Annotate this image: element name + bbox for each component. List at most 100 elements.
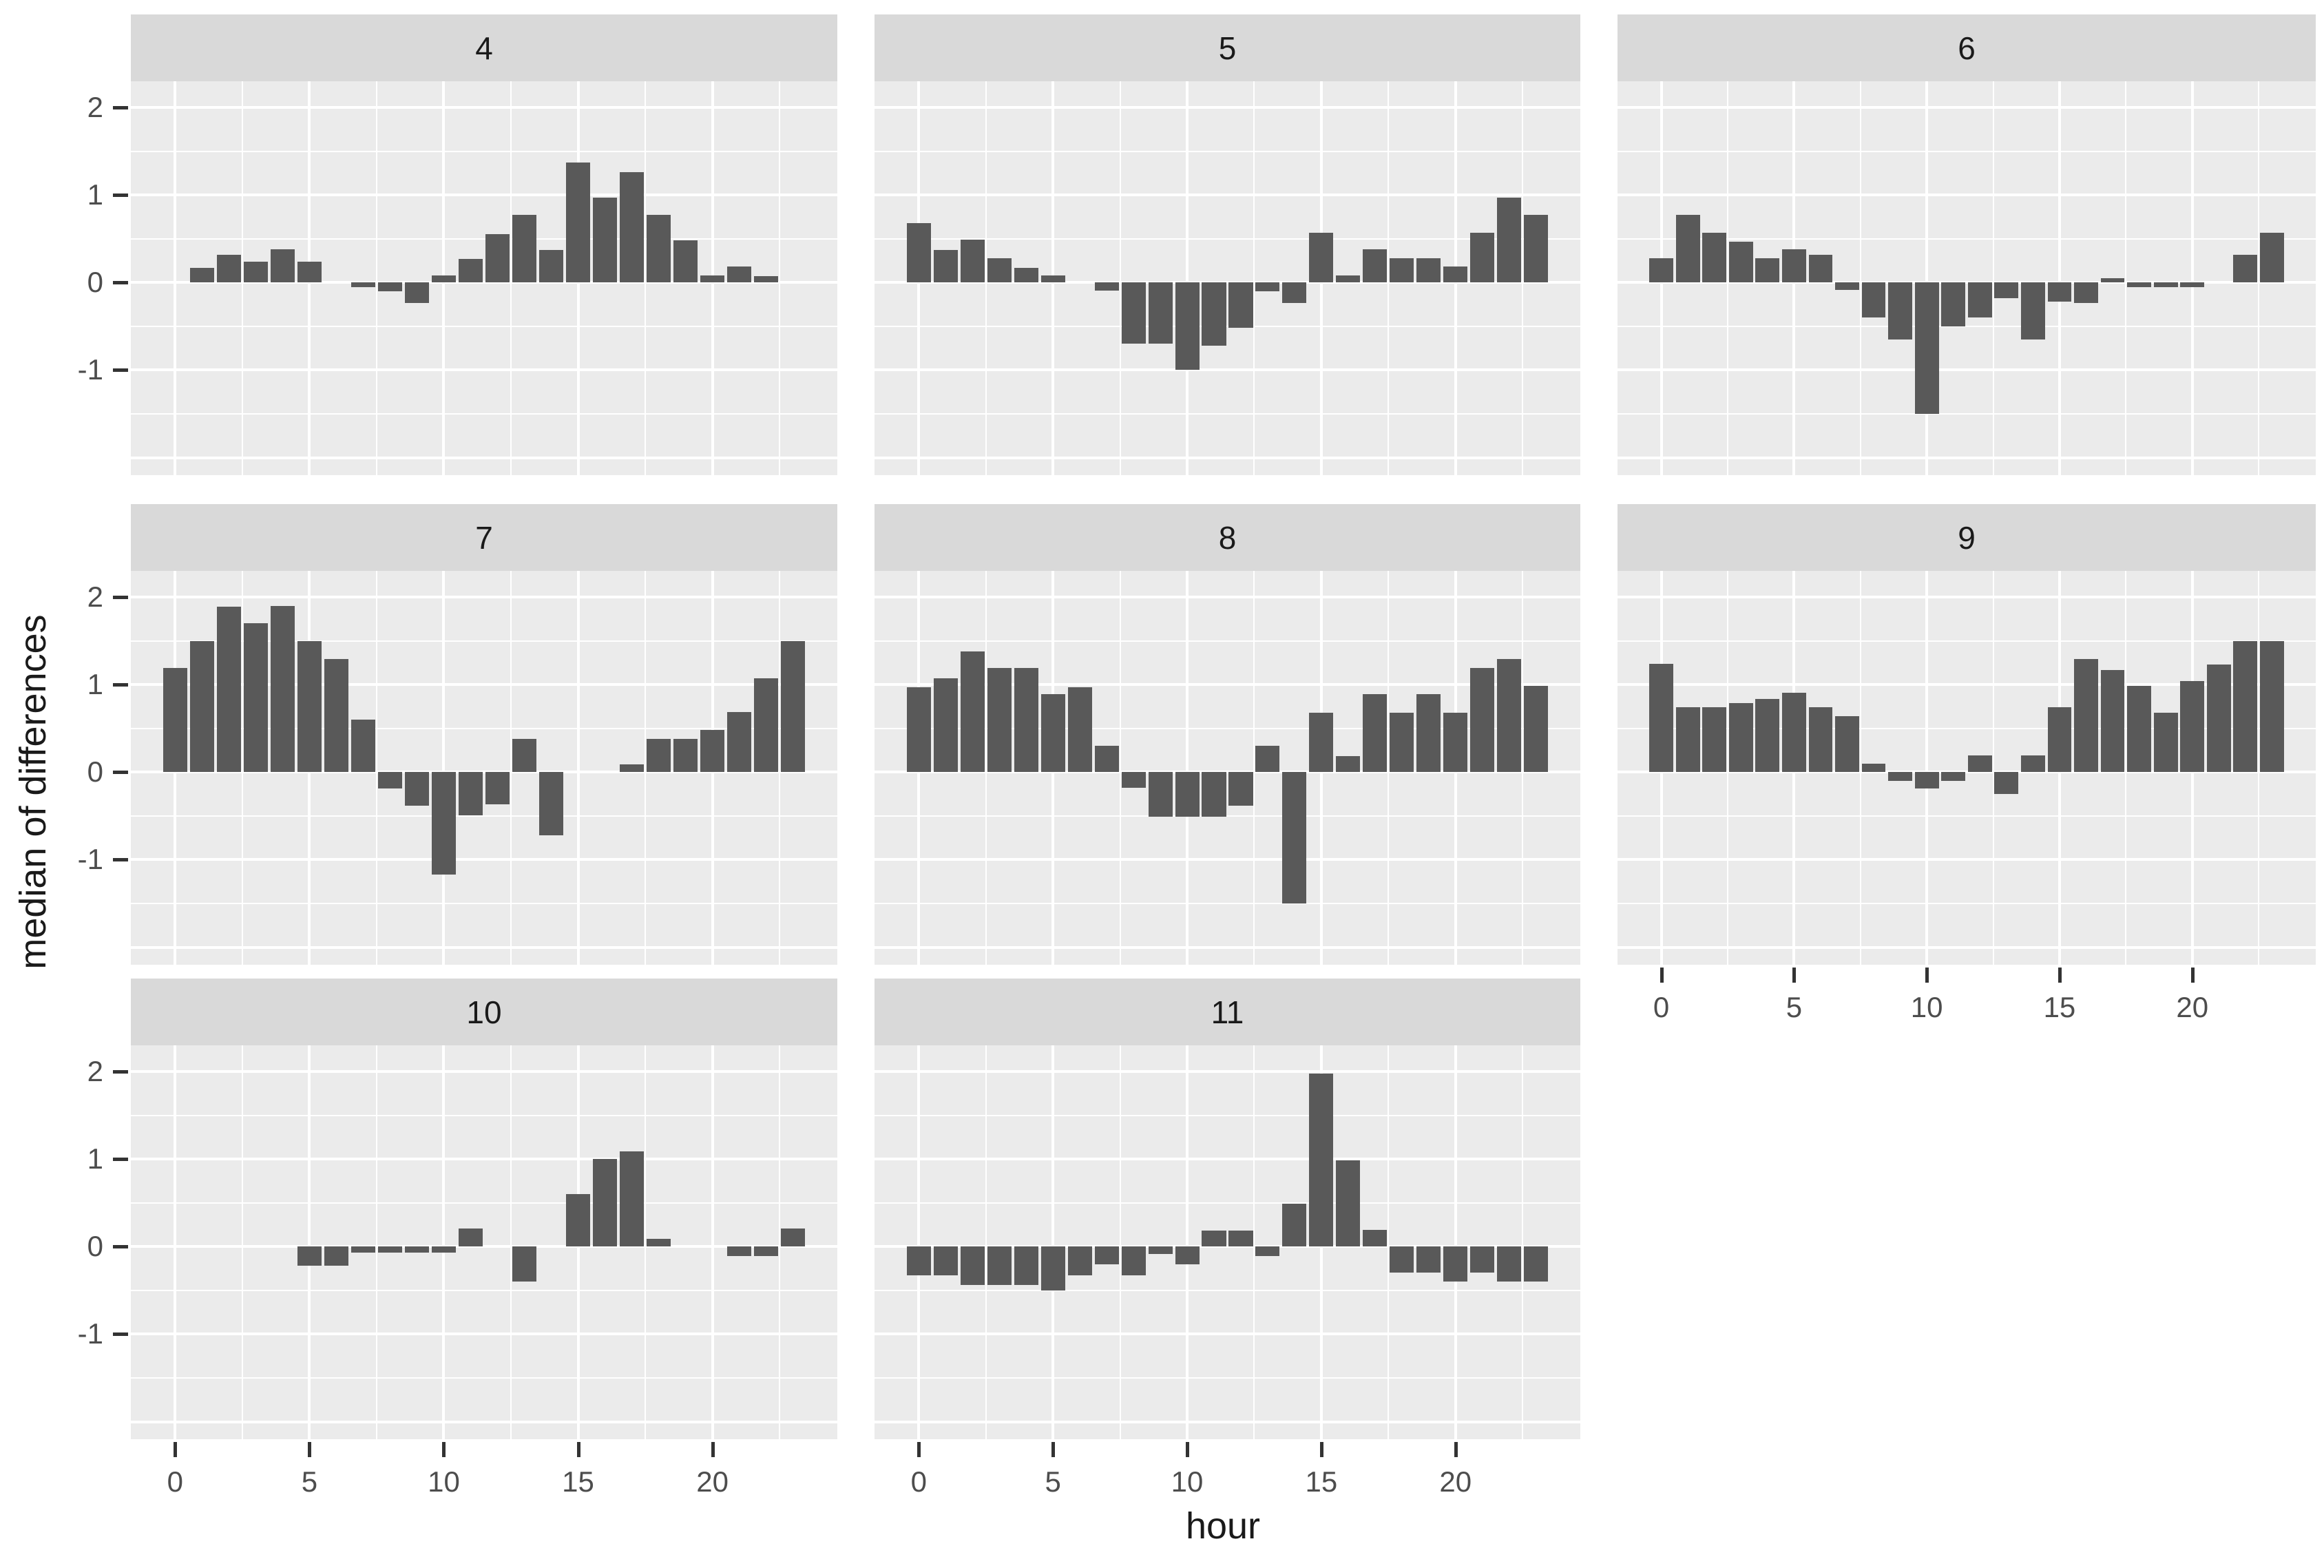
gridline-minor	[1253, 81, 1255, 475]
bar-hour-2	[216, 254, 241, 283]
bar-hour-1	[1675, 707, 1700, 773]
bar-hour-1	[189, 267, 214, 283]
gridline-minor	[131, 238, 837, 240]
y-tick-mark	[113, 194, 128, 198]
bar-hour-22	[2233, 640, 2258, 773]
bar-hour-20	[700, 730, 725, 773]
bar-hour-0	[163, 668, 187, 773]
gridline-major	[131, 596, 837, 599]
gridline-minor	[131, 325, 837, 327]
gridline-minor	[875, 1377, 1580, 1379]
bar-hour-18	[2127, 282, 2151, 287]
bar-hour-6	[1067, 1246, 1092, 1276]
gridline-minor	[375, 571, 377, 965]
bar-hour-4	[1014, 1246, 1038, 1286]
gridline-minor	[875, 325, 1580, 327]
y-tick-label: 0	[87, 755, 103, 788]
bar-hour-7	[350, 282, 375, 287]
gridline-major	[131, 683, 837, 687]
gridline-minor	[2258, 571, 2260, 965]
y-tick-label: -1	[77, 1317, 103, 1350]
gridline-major	[711, 1045, 714, 1439]
gridline-major	[1618, 456, 2316, 459]
bar-hour-20	[700, 275, 725, 283]
y-tick-mark	[113, 1158, 128, 1162]
x-tick-label: 5	[1786, 991, 1803, 1023]
y-tick-label: 1	[87, 1142, 103, 1175]
bar-hour-12	[485, 234, 510, 283]
gridline-major	[875, 683, 1580, 687]
gridline-major	[1618, 596, 2316, 599]
x-tick-mark	[917, 1442, 921, 1457]
bar-hour-4	[1014, 668, 1038, 773]
x-tick-mark	[308, 1442, 312, 1457]
bar-hour-17	[620, 172, 645, 283]
gridline-major	[875, 106, 1580, 109]
bar-hour-19	[1416, 1246, 1441, 1273]
y-tick-mark	[113, 1070, 128, 1074]
bar-hour-3	[987, 668, 1012, 773]
bar-hour-15	[1309, 1073, 1334, 1247]
bar-hour-1	[933, 250, 958, 283]
bar-hour-2	[960, 240, 985, 283]
facet-panel-8	[875, 571, 1580, 965]
bar-hour-19	[673, 739, 698, 773]
gridline-minor	[779, 571, 781, 965]
bar-hour-17	[1363, 1230, 1388, 1247]
bar-hour-3	[1728, 702, 1753, 773]
gridline-major	[1925, 571, 1929, 965]
bar-hour-11	[1202, 772, 1226, 817]
gridline-minor	[131, 815, 837, 817]
bar-hour-19	[2153, 282, 2178, 287]
facet-strip-label: 8	[1218, 519, 1237, 556]
facet-panel-9	[1618, 571, 2316, 965]
y-tick-label: 0	[87, 1230, 103, 1263]
bar-hour-15	[2047, 707, 2072, 773]
bar-hour-17	[2100, 278, 2125, 283]
gridline-major	[1618, 945, 2316, 949]
facet-panel-11	[875, 1045, 1580, 1439]
bar-hour-22	[754, 1246, 779, 1257]
gridline-minor	[1253, 571, 1255, 965]
bar-hour-17	[620, 1151, 645, 1247]
bar-hour-18	[2127, 685, 2151, 773]
bar-hour-8	[377, 772, 402, 789]
gridline-major	[875, 1070, 1580, 1074]
bar-hour-18	[1390, 258, 1414, 283]
gridline-major	[1618, 683, 2316, 687]
bar-hour-12	[485, 772, 510, 805]
bar-hour-23	[2260, 640, 2284, 773]
bar-hour-18	[647, 1238, 671, 1247]
gridline-minor	[985, 81, 987, 475]
bar-hour-0	[906, 222, 931, 283]
x-axis-title: hour	[1185, 1505, 1261, 1547]
bar-hour-10	[431, 1246, 457, 1253]
bar-hour-16	[592, 1159, 618, 1247]
gridline-major	[131, 281, 837, 284]
bar-hour-7	[1835, 716, 1859, 773]
gridline-minor	[1618, 727, 2316, 729]
bar-hour-11	[458, 259, 483, 283]
gridline-minor	[645, 1045, 647, 1439]
bar-hour-2	[960, 1246, 985, 1286]
bar-hour-12	[1967, 282, 1992, 318]
gridline-major	[308, 1045, 311, 1439]
bar-hour-13	[512, 739, 537, 773]
gridline-major	[131, 1420, 837, 1423]
bar-hour-10	[1175, 282, 1200, 370]
bar-hour-4	[270, 249, 295, 283]
gridline-major	[131, 106, 837, 109]
bar-hour-22	[754, 276, 779, 283]
y-tick-label: 1	[87, 668, 103, 701]
bar-hour-22	[1497, 659, 1522, 773]
bar-hour-17	[1363, 694, 1388, 773]
gridline-minor	[510, 571, 512, 965]
facet-strip-label: 7	[475, 519, 493, 556]
gridline-major	[917, 1045, 921, 1439]
y-tick-label: 1	[87, 178, 103, 211]
gridline-major	[1186, 571, 1189, 965]
x-tick-mark	[442, 1442, 446, 1457]
gridline-minor	[131, 1114, 837, 1116]
y-tick-mark	[113, 858, 128, 862]
bar-hour-7	[1094, 746, 1119, 773]
